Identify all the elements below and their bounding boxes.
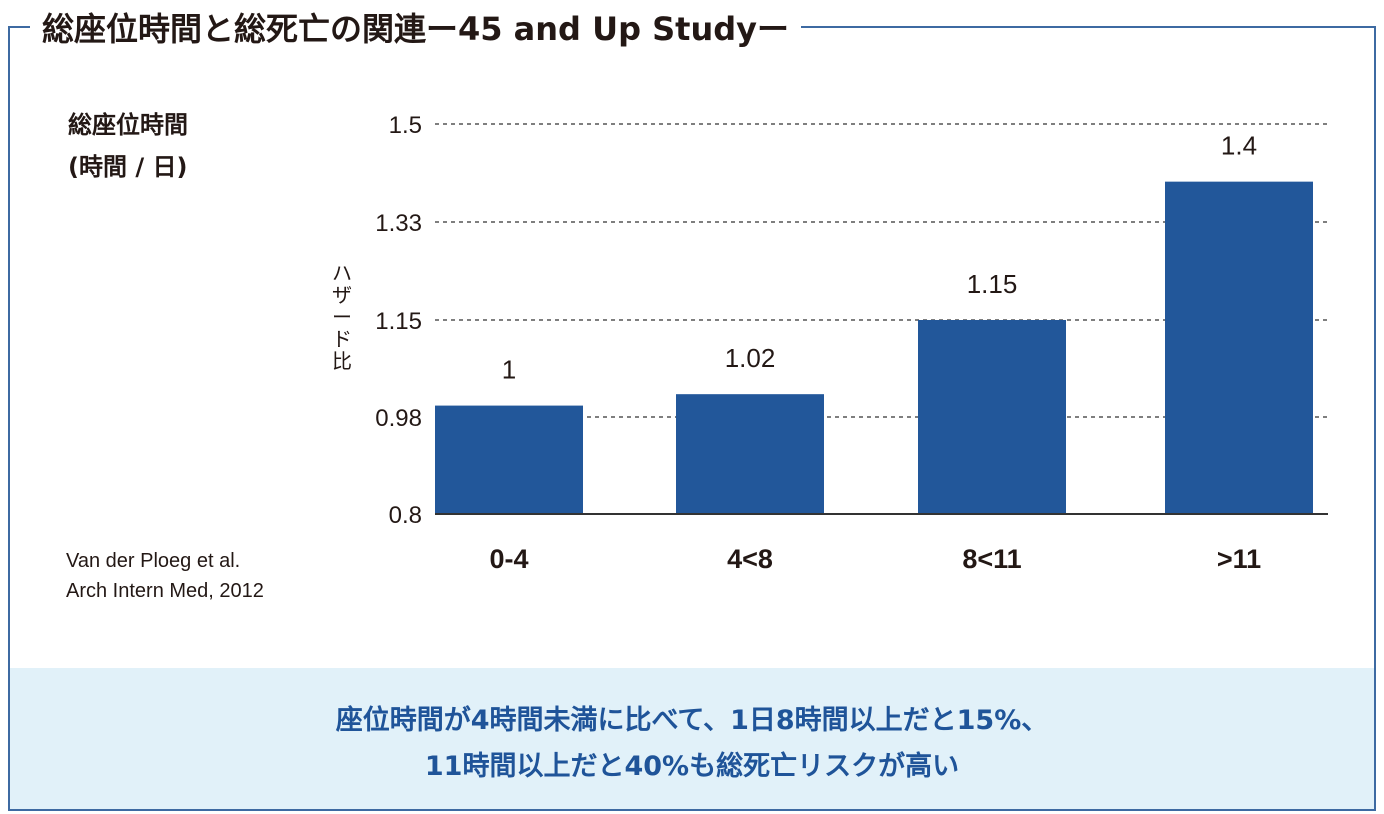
- y-axis-label: ハザード比: [332, 261, 352, 373]
- summary-line1: 座位時間が4時間未満に比べて、1日8時間以上だと15%、: [335, 705, 1049, 736]
- bar->11: [1165, 181, 1313, 514]
- x-axis-title-line2: (時間 / 日): [68, 153, 188, 181]
- y-tick-label: 1.15: [375, 308, 422, 335]
- chart-title: 総座位時間と総死亡の関連ー45 and Up Studyー: [30, 4, 802, 50]
- y-tick-label: 1.33: [375, 210, 422, 237]
- source-line1: Van der Ploeg et al.: [66, 550, 241, 572]
- summary-line2: 11時間以上だと40%も総死亡リスクが高い: [424, 751, 960, 782]
- y-tick-label: 0.8: [389, 502, 422, 529]
- data-label: 1.15: [967, 269, 1018, 299]
- summary-message: 座位時間が4時間未満に比べて、1日8時間以上だと15%、 11時間以上だと40%…: [0, 698, 1384, 790]
- y-tick-label: 1.5: [389, 112, 422, 139]
- source-line2: Arch Intern Med, 2012: [66, 580, 264, 602]
- bar-chart: 0.8 0.98 1.15 1.33 1.5 1 0-4 1.02 4<8 1.15 8<11 1.4…: [375, 112, 1328, 574]
- bar-8<11: [918, 320, 1066, 514]
- summary-band: [10, 668, 1374, 809]
- x-axis-title-line1: 総座位時間: [68, 111, 188, 139]
- x-tick-label: >11: [1217, 544, 1261, 574]
- data-label: 1.4: [1221, 131, 1257, 161]
- data-label: 1: [502, 355, 516, 385]
- data-label: 1.02: [725, 343, 776, 373]
- x-axis-title: 総座位時間 (時間 / 日): [68, 104, 188, 188]
- bar-0-4: [435, 405, 583, 514]
- x-tick-label: 4<8: [727, 544, 773, 574]
- source-citation: Van der Ploeg et al. Arch Intern Med, 20…: [66, 546, 264, 606]
- y-tick-label: 0.98: [375, 405, 422, 432]
- x-tick-label: 8<11: [962, 544, 1021, 574]
- x-tick-label: 0-4: [489, 544, 528, 574]
- bar-4<8: [676, 394, 824, 514]
